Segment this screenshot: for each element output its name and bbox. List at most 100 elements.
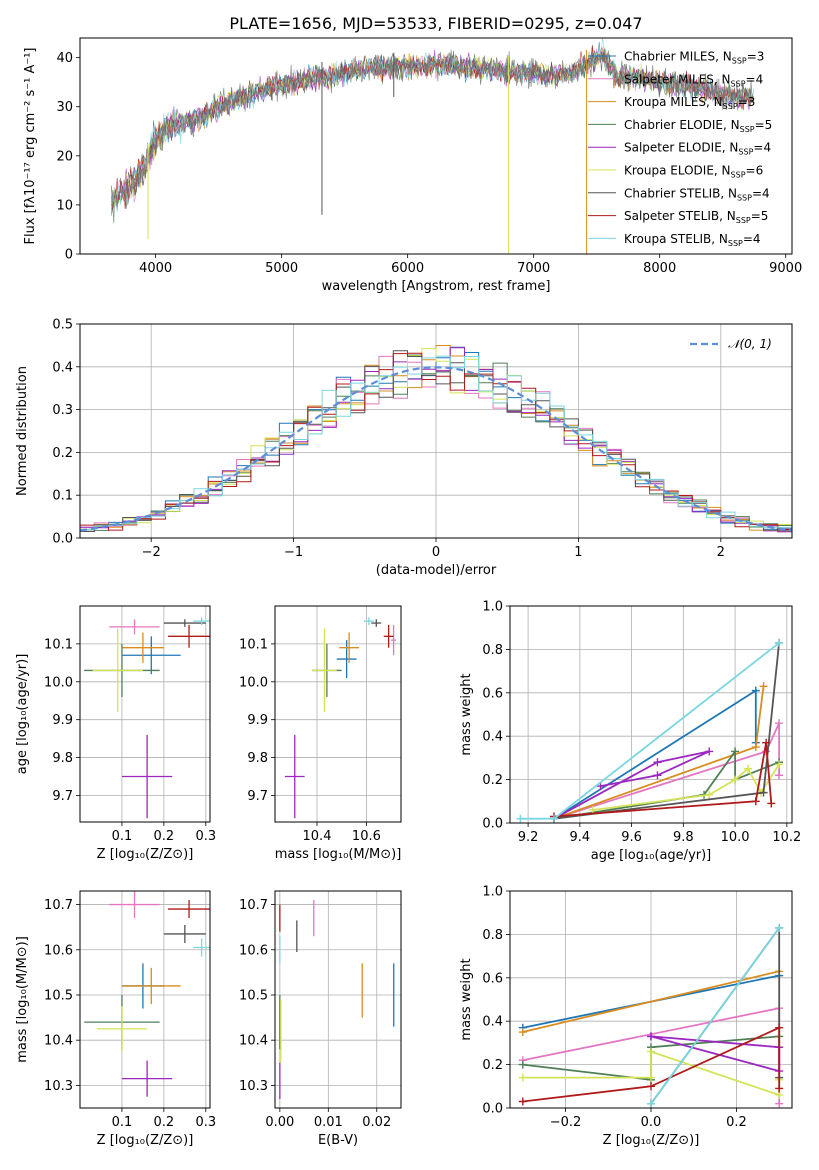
legend-name: Salpeter STELIB, N bbox=[624, 209, 736, 223]
kroupa-stelib-massweight-point bbox=[516, 814, 525, 823]
chabrier-stelib-errorbar bbox=[163, 619, 206, 627]
mass-vs-metallicity-frame bbox=[79, 890, 211, 1109]
x-tick-label: 1 bbox=[574, 545, 582, 560]
y-tick-label: 9.9 bbox=[247, 713, 268, 728]
kroupa-elodie-massweight-point bbox=[705, 790, 714, 799]
kroupa-miles-errorbar bbox=[121, 632, 164, 663]
chabrier-miles-errorbar bbox=[336, 640, 357, 678]
figure-title: PLATE=1656, MJD=53533, FIBERID=0295, z=0… bbox=[229, 14, 642, 33]
y-tick-label: 0.4 bbox=[52, 360, 73, 375]
x-axis-label: Z [log₁₀(Z/Z⊙)] bbox=[97, 1133, 194, 1148]
kroupa-miles-errorbar bbox=[121, 967, 181, 1005]
x-tick-label: −2 bbox=[142, 545, 161, 560]
y-tick-label: 9.7 bbox=[247, 789, 268, 804]
salpeter-miles-errorbar bbox=[109, 891, 160, 919]
x-tick-label: 9000 bbox=[769, 261, 802, 276]
massweight-vs-metallicity-panel: −0.2 0.0 0.2 0.0 0.2 0.4 0.6 0.8 1.0 Z [log₁₀(Z/Z… bbox=[459, 885, 793, 1148]
salpeter-miles-legend-label: Salpeter MILES, NSSP=4 bbox=[624, 72, 763, 88]
spectrum-plot-area bbox=[111, 38, 755, 254]
x-tick-label: −0.2 bbox=[550, 1115, 582, 1130]
salpeter-stelib-massweight-line bbox=[522, 1026, 781, 1103]
salpeter-stelib-massweight-line bbox=[553, 742, 773, 818]
kroupa-stelib-errorbar bbox=[363, 617, 374, 625]
salpeter-stelib-massweight-point bbox=[518, 1097, 527, 1106]
salpeter-miles-errorbar bbox=[109, 619, 160, 635]
x-tick-label: 0.3 bbox=[195, 1115, 216, 1130]
salpeter-stelib-errorbar bbox=[168, 900, 210, 919]
x-tick-label: 9.4 bbox=[570, 830, 591, 845]
legend-name: Chabrier STELIB, N bbox=[624, 186, 737, 200]
kroupa-stelib-massweight-point bbox=[647, 1099, 655, 1108]
y-tick-label: 9.7 bbox=[52, 789, 73, 804]
legend-count: =4 bbox=[753, 141, 771, 155]
x-tick-label: −1 bbox=[284, 545, 303, 560]
y-tick-label: 0.3 bbox=[52, 403, 73, 418]
x-tick-label: 0.2 bbox=[154, 829, 175, 844]
salpeter-miles-massweight-line bbox=[553, 722, 780, 820]
y-tick-label: 10.1 bbox=[239, 637, 268, 652]
y-axis-label: mass weight bbox=[459, 958, 474, 1040]
salpeter-stelib-massweight-point bbox=[775, 1023, 784, 1032]
y-axis-label: mass [log₁₀(M/M⊙)] bbox=[15, 936, 30, 1063]
salpeter-stelib-errorbar bbox=[168, 624, 210, 648]
y-tick-label: 10.4 bbox=[44, 1034, 73, 1049]
y-tick-label: 0 bbox=[65, 248, 73, 263]
kroupa-elodie-errorbar bbox=[96, 1006, 148, 1052]
salpeter-elodie-massweight-point bbox=[647, 1032, 655, 1041]
y-tick-label: 0.4 bbox=[482, 1015, 503, 1030]
salpeter-stelib-massweight-point bbox=[767, 799, 776, 808]
legend-name: Salpeter ELODIE, N bbox=[624, 141, 738, 155]
kroupa-stelib-massweight-point bbox=[549, 814, 558, 823]
y-tick-label: 0.0 bbox=[482, 817, 503, 832]
legend-subscript: SSP bbox=[728, 239, 743, 248]
salpeter-miles-massweight-point bbox=[775, 771, 784, 780]
spectrum-panel: 4000 5000 6000 7000 8000 9000 0 10 20 30 40 wavelen… bbox=[23, 37, 802, 294]
legend-count: =4 bbox=[752, 186, 770, 200]
salpeter-elodie-residual-histogram bbox=[80, 347, 792, 533]
salpeter-elodie-massweight-point bbox=[653, 758, 662, 767]
y-tick-label: 10.3 bbox=[239, 1079, 268, 1094]
legend-count: =4 bbox=[746, 72, 764, 86]
residual-histogram-plot-area bbox=[80, 345, 792, 533]
y-tick-label: 9.8 bbox=[52, 751, 73, 766]
y-tick-label: 0.2 bbox=[482, 773, 503, 788]
x-tick-label: 10.6 bbox=[352, 829, 381, 844]
y-axis-label: age [log₁₀(age/yr)] bbox=[15, 654, 30, 775]
massweight-vs-age-frame bbox=[509, 605, 793, 824]
legend-count: =4 bbox=[743, 232, 761, 246]
salpeter-miles-errorbar bbox=[391, 624, 397, 656]
salpeter-elodie-errorbar bbox=[121, 1060, 173, 1097]
y-tick-label: 10.6 bbox=[239, 943, 268, 958]
x-axis-label: E(B-V) bbox=[318, 1133, 358, 1148]
x-tick-label: 7000 bbox=[517, 261, 550, 276]
salpeter-elodie-legend-label: Salpeter ELODIE, NSSP=4 bbox=[624, 141, 771, 157]
kroupa-miles-massweight-point bbox=[518, 1028, 527, 1037]
legend-name: Salpeter MILES, N bbox=[624, 72, 731, 86]
y-tick-label: 10.0 bbox=[239, 675, 268, 690]
mass-vs-ebv-panel: 0.00 0.01 0.02 10.3 10.4 10.5 10.6 10.7 E(B-V) bbox=[239, 890, 402, 1148]
chabrier-elodie-massweight-point bbox=[518, 1060, 527, 1069]
y-tick-label: 0.2 bbox=[482, 1058, 503, 1073]
y-tick-label: 10.4 bbox=[239, 1034, 268, 1049]
legend-name: Chabrier MILES, N bbox=[624, 50, 732, 64]
chabrier-miles-errorbar bbox=[121, 636, 181, 675]
legend-count: =6 bbox=[746, 164, 764, 178]
legend-count: =3 bbox=[738, 95, 756, 109]
kroupa-elodie-errorbar bbox=[312, 628, 337, 713]
y-tick-label: 10.3 bbox=[44, 1079, 73, 1094]
x-tick-label: 9.2 bbox=[518, 830, 539, 845]
y-axis-label: mass weight bbox=[459, 673, 474, 755]
kroupa-elodie-residual-histogram bbox=[80, 348, 792, 530]
salpeter-stelib-massweight-point bbox=[647, 1082, 655, 1091]
legend-subscript: SSP bbox=[738, 148, 753, 157]
y-tick-label: 10.1 bbox=[44, 637, 73, 652]
massweight-vs-age-panel: 9.2 9.4 9.6 9.8 10.0 10.2 0.0 0.2 0.4 0.6 0.8 1.0 ag… bbox=[459, 600, 801, 864]
salpeter-elodie-errorbar bbox=[121, 734, 173, 819]
kroupa-elodie-massweight-point bbox=[731, 775, 740, 784]
kroupa-miles-errorbar bbox=[339, 632, 359, 663]
chabrier-elodie-legend-label: Chabrier ELODIE, NSSP=5 bbox=[624, 118, 772, 134]
chabrier-elodie-massweight-point bbox=[731, 747, 740, 756]
y-tick-label: 0.8 bbox=[482, 928, 503, 943]
